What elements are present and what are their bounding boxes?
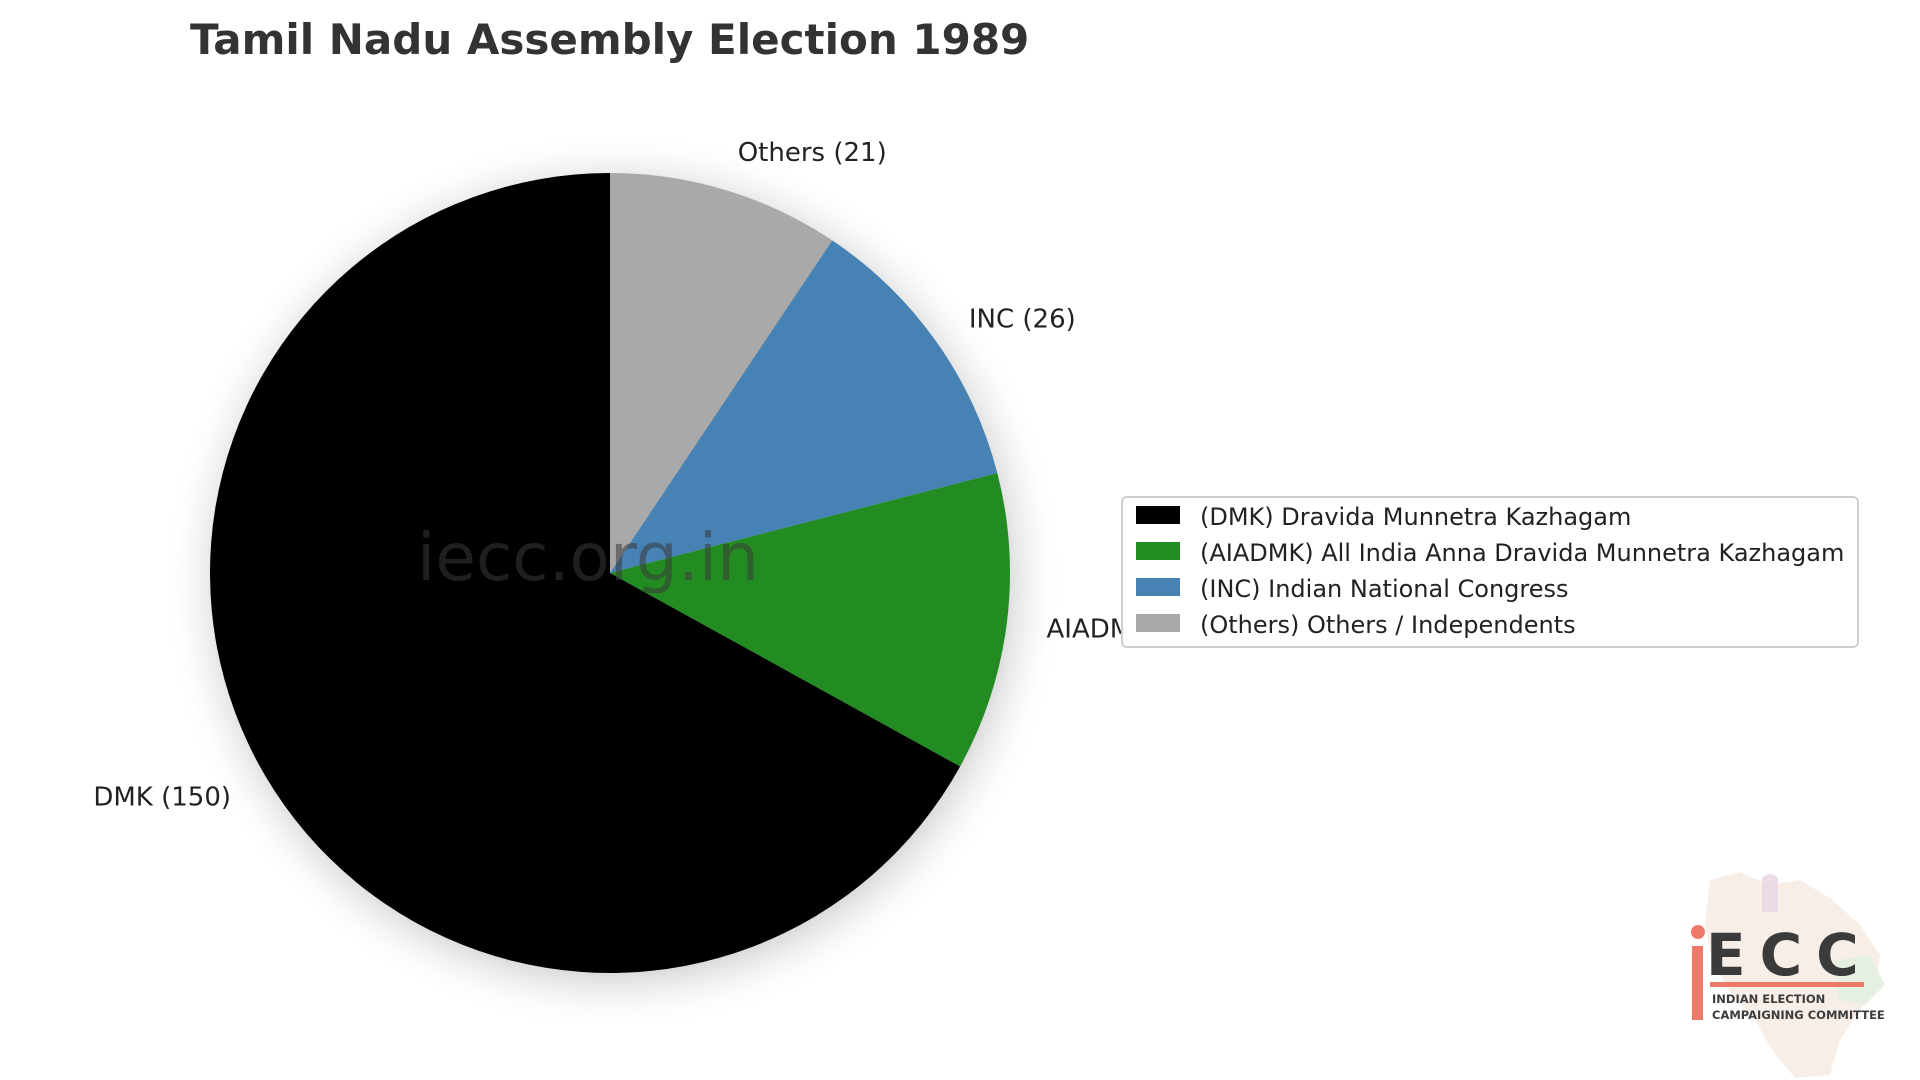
legend-label-others: (Others) Others / Independents [1200,611,1576,639]
legend: (DMK) Dravida Munnetra Kazhagam (AIADMK)… [1121,496,1859,648]
legend-label-dmk: (DMK) Dravida Munnetra Kazhagam [1200,503,1631,531]
logo-i-stem-icon [1692,946,1703,1020]
watermark-text: iecc.org.in [417,519,759,596]
logo-map-green-band-icon [1835,955,1885,1005]
pie-slice-inc [610,240,998,573]
slice-label-inc: INC (26) [969,304,1076,334]
legend-entry-others: (Others) Others / Independents [1136,611,1576,639]
pie-slice-dmk [209,173,961,974]
legend-entry-aiadmk: (AIADMK) All India Anna Dravida Munnetra… [1136,539,1844,567]
iecc-logo: ECC INDIAN ELECTION CAMPAIGNING COMMITTE… [1691,872,1885,1078]
legend-swatch-others [1136,614,1180,632]
logo-i-dot-icon [1691,925,1705,939]
logo-line1: INDIAN ELECTION [1712,992,1825,1006]
legend-swatch-inc [1136,578,1180,596]
pie-slice-aiadmk [610,473,1010,767]
logo-underline [1710,982,1864,987]
slice-label-others: Others (21) [738,138,887,168]
legend-frame [1121,496,1859,648]
legend-entry-inc: (INC) Indian National Congress [1136,575,1569,603]
logo-map-silhouette-icon [1705,872,1880,1078]
legend-swatch-dmk [1136,506,1180,524]
legend-label-aiadmk: (AIADMK) All India Anna Dravida Munnetra… [1200,539,1844,567]
logo-letters: ECC [1706,921,1873,989]
pie-slice-others [610,173,833,573]
legend-label-inc: (INC) Indian National Congress [1200,575,1569,603]
logo-inked-finger-icon [1762,874,1778,912]
logo-line2: CAMPAIGNING COMMITTEE [1712,1008,1885,1022]
chart-title: Tamil Nadu Assembly Election 1989 [190,15,1029,64]
legend-swatch-aiadmk [1136,542,1180,560]
slice-label-dmk: DMK (150) [93,783,231,813]
legend-entry-dmk: (DMK) Dravida Munnetra Kazhagam [1136,503,1631,531]
pie-slices [209,173,1010,974]
